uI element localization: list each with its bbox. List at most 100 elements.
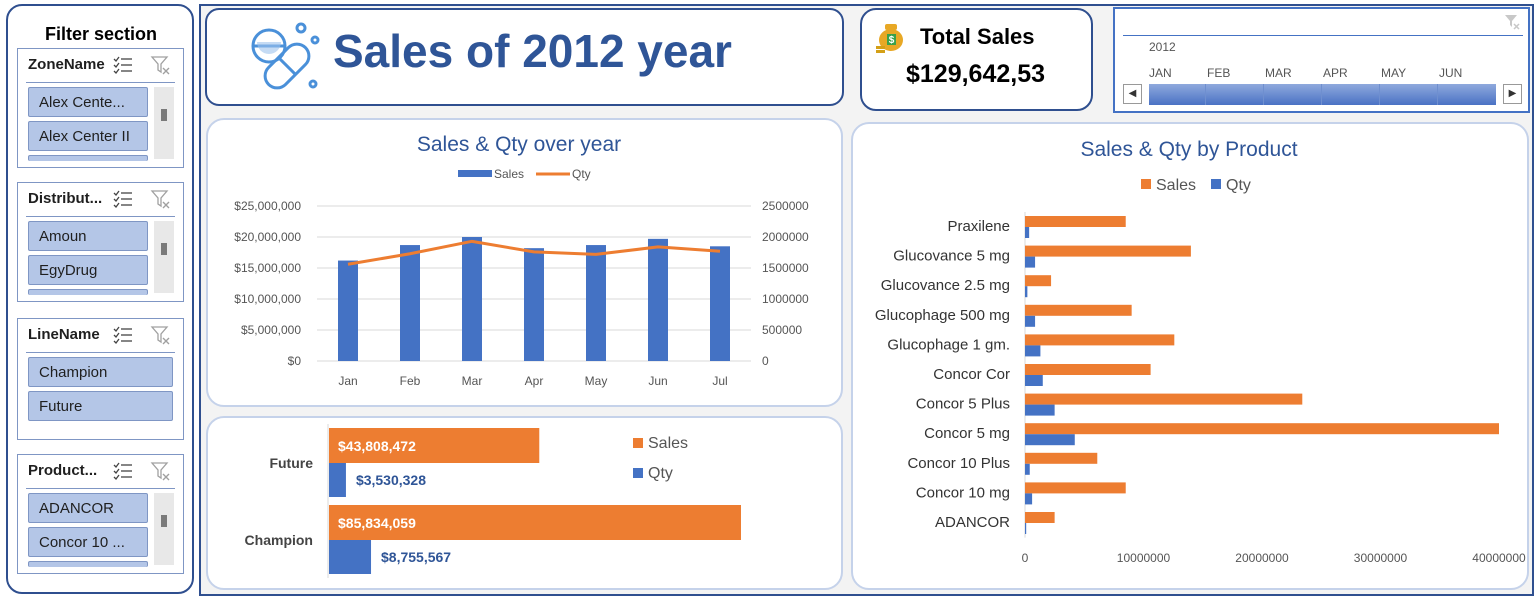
clear-filter-icon[interactable] — [150, 461, 172, 483]
slicer-item[interactable]: ADANCOR — [28, 493, 148, 523]
bar-sales — [1025, 512, 1055, 523]
sales-qty-by-product-chart: Sales & Qty by Product Sales Qty Praxilene G… — [875, 138, 1526, 565]
slicer-item[interactable]: EgyDrug — [28, 255, 148, 285]
bar-sales — [1025, 304, 1132, 316]
bar-sales — [338, 260, 358, 361]
y-tick-label: $20,000,000 — [234, 230, 301, 244]
timeline-month-label[interactable]: JAN — [1149, 66, 1172, 80]
timeline-scroll-right[interactable]: ▶ — [1503, 84, 1522, 104]
bar-qty — [1025, 256, 1036, 268]
y2-tick-label: 1500000 — [762, 261, 809, 275]
bar-sales — [710, 246, 730, 361]
slicer-2: LineName Champion Future — [17, 318, 184, 440]
legend-label: Sales — [648, 435, 688, 452]
category-label: Concor 10 mg — [916, 484, 1010, 501]
y-tick-label: $5,000,000 — [241, 323, 301, 337]
multi-select-icon[interactable] — [112, 55, 134, 75]
x-tick-label: Jul — [712, 374, 727, 388]
timeline-month-label[interactable]: JUN — [1439, 66, 1463, 80]
timeline-selection-bar[interactable] — [1149, 84, 1496, 105]
sales-qty-over-year-chart: Sales & Qty over year Sales Qty $0 0 $5,000,0… — [234, 133, 809, 388]
multi-select-icon[interactable] — [112, 189, 134, 209]
line-sales-chart: Future $43,808,472 $3,530,328 Champion $85,8… — [245, 424, 741, 578]
slicer-item-partial[interactable] — [28, 155, 148, 161]
y-tick-label: $0 — [288, 354, 302, 368]
bar-sales — [586, 245, 606, 361]
bar-qty — [1025, 434, 1075, 446]
slicer-scroll-thumb[interactable] — [161, 243, 167, 255]
slicer-divider — [26, 216, 175, 217]
legend-swatch-qty — [633, 468, 643, 478]
money-bag-icon: $ — [876, 24, 903, 53]
bar-sales — [1025, 334, 1175, 346]
timeline-divider — [1123, 35, 1523, 36]
slicer-item[interactable]: Champion — [28, 357, 173, 387]
slicer-title: Distribut... — [28, 190, 103, 207]
slicer-scrollbar[interactable] — [154, 87, 174, 159]
x-tick-label: 40000000 — [1472, 551, 1526, 565]
timeline-slicer[interactable]: 2012 ◀ ▶ JAN FEB MAR APR MAY JUN — [1113, 7, 1530, 113]
x-tick-label: 20000000 — [1235, 551, 1289, 565]
data-label-sales: $85,834,059 — [338, 515, 416, 531]
timeline-month-separator — [1263, 84, 1264, 105]
multi-select-icon[interactable] — [112, 461, 134, 481]
timeline-month-separator — [1437, 84, 1438, 105]
kpi-label: Total Sales — [920, 24, 1035, 49]
slicer-item[interactable]: Alex Center II — [28, 121, 148, 151]
y-tick-label: $25,000,000 — [234, 199, 301, 213]
slicer-item[interactable]: Amoun — [28, 221, 148, 251]
bar-sales — [1025, 216, 1126, 227]
x-tick-label: Feb — [400, 374, 421, 388]
legend-label: Sales — [1156, 177, 1196, 194]
timeline-month-separator — [1321, 84, 1322, 105]
bar-sales — [1025, 364, 1151, 375]
bar-qty — [1025, 345, 1041, 357]
bar-sales — [400, 245, 420, 361]
chart-title: Sales & Qty by Product — [1080, 138, 1297, 161]
bar-sales — [1025, 245, 1191, 257]
bar-sales — [1025, 452, 1098, 464]
timeline-scroll-left[interactable]: ◀ — [1123, 84, 1142, 104]
multi-select-icon[interactable] — [112, 325, 134, 345]
slicer-scroll-thumb[interactable] — [161, 109, 167, 121]
slicer-item-partial[interactable] — [28, 561, 148, 567]
slicer-scrollbar[interactable] — [154, 493, 174, 565]
slicer-scroll-thumb[interactable] — [161, 515, 167, 527]
slicer-item-partial[interactable] — [28, 289, 148, 295]
category-label: ADANCOR — [935, 514, 1010, 531]
category-label: Glucophage 500 mg — [875, 307, 1010, 324]
timeline-month-label[interactable]: APR — [1323, 66, 1348, 80]
pills-icon — [251, 22, 320, 90]
slicer-item[interactable]: Alex Cente... — [28, 87, 148, 117]
clear-filter-icon[interactable] — [1503, 13, 1521, 31]
category-label: Future — [269, 455, 313, 471]
timeline-year: 2012 — [1149, 40, 1176, 54]
bar-sales — [462, 237, 482, 361]
clear-filter-icon[interactable] — [150, 325, 172, 347]
category-label: Concor Cor — [933, 366, 1010, 383]
bar-qty — [1025, 315, 1036, 327]
timeline-month-label[interactable]: MAY — [1381, 66, 1407, 80]
bar-qty — [1025, 227, 1030, 238]
slicer-item[interactable]: Concor 10 ... — [28, 527, 148, 557]
slicer-divider — [26, 488, 175, 489]
x-tick-label: 30000000 — [1354, 551, 1408, 565]
page-title: Sales of 2012 year — [333, 25, 732, 77]
svg-text:$: $ — [889, 35, 895, 46]
x-tick-label: Jan — [338, 374, 357, 388]
timeline-month-separator — [1205, 84, 1206, 105]
legend-label: Qty — [648, 465, 673, 482]
legend-swatch-sales — [1141, 179, 1151, 189]
legend-label: Qty — [572, 167, 591, 181]
y2-tick-label: 2000000 — [762, 230, 809, 244]
timeline-month-label[interactable]: MAR — [1265, 66, 1292, 80]
bar-qty — [1025, 404, 1055, 416]
slicer-divider — [26, 352, 175, 353]
slicer-title: Product... — [28, 462, 98, 479]
category-label: Concor 5 mg — [924, 425, 1010, 442]
clear-filter-icon[interactable] — [150, 55, 172, 77]
slicer-item[interactable]: Future — [28, 391, 173, 421]
clear-filter-icon[interactable] — [150, 189, 172, 211]
timeline-month-label[interactable]: FEB — [1207, 66, 1231, 80]
slicer-scrollbar[interactable] — [154, 221, 174, 293]
